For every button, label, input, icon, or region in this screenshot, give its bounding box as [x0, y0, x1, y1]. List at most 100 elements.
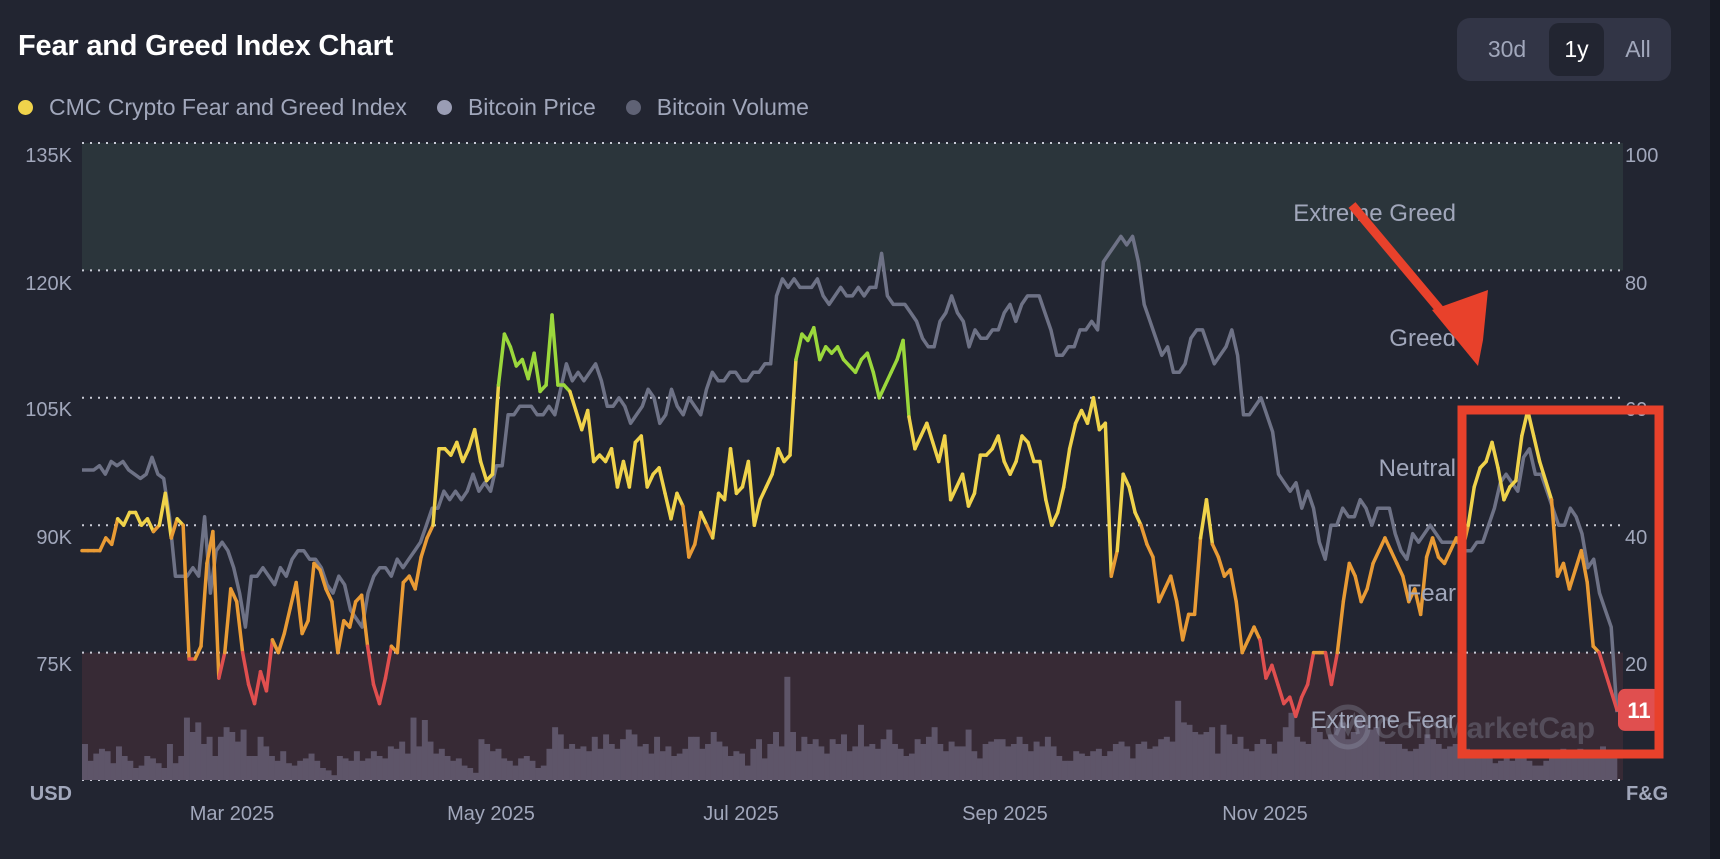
fear-greed-segment — [1192, 536, 1203, 617]
volume-bar — [1509, 760, 1516, 780]
range-1y-button[interactable]: 1y — [1549, 23, 1604, 76]
volume-bar — [1248, 751, 1255, 780]
fear-greed-segment — [1151, 555, 1161, 604]
volume-bar — [671, 756, 678, 780]
volume-bar — [1594, 751, 1601, 780]
volume-bar — [1503, 758, 1510, 780]
volume-bar — [161, 768, 168, 780]
volume-bar — [404, 753, 411, 780]
fear-greed-segment — [1014, 434, 1024, 464]
fear-greed-segment — [960, 472, 971, 508]
fear-greed-segment — [395, 580, 406, 655]
volume-bar — [1180, 722, 1187, 780]
volume-bar — [489, 751, 496, 780]
volume-bar — [1350, 732, 1357, 780]
volume-bar — [342, 758, 349, 780]
fear-greed-segment — [818, 345, 828, 362]
volume-bar — [722, 746, 729, 780]
volume-bar — [784, 676, 791, 780]
range-30d-button[interactable]: 30d — [1487, 36, 1527, 62]
volume-bar — [1379, 741, 1386, 780]
fear-greed-segment — [1377, 536, 1387, 553]
fear-greed-segment — [1145, 542, 1155, 559]
volume-bar — [427, 741, 434, 780]
fear-greed-segment — [1383, 536, 1393, 553]
volume-bar — [993, 739, 1000, 780]
fear-greed-segment — [1204, 497, 1215, 547]
legend-item-fear-greed[interactable]: CMC Crypto Fear and Greed Index — [18, 94, 407, 121]
volume-bar — [1543, 760, 1550, 780]
volume-bar — [495, 748, 502, 780]
fear-greed-segment — [681, 504, 691, 559]
fear-greed-segment — [1293, 695, 1304, 719]
fear-greed-segment — [574, 408, 584, 432]
x-axis: Mar 2025 May 2025 Jul 2025 Sep 2025 Nov … — [190, 803, 1308, 825]
x-tick: Mar 2025 — [190, 803, 275, 825]
volume-bar — [733, 751, 740, 780]
volume-bar — [1277, 741, 1284, 780]
volume-bar — [229, 732, 236, 780]
volume-bar — [280, 751, 287, 780]
fear-greed-segment — [1061, 447, 1072, 489]
volume-bar — [319, 768, 326, 780]
volume-bar — [931, 727, 938, 780]
fear-greed-segment — [1579, 548, 1590, 585]
volume-bar — [1435, 744, 1442, 780]
x-tick: Sep 2025 — [962, 803, 1048, 825]
fear-greed-segment — [377, 676, 388, 706]
volume-bar — [1605, 751, 1612, 780]
fear-greed-segment — [1115, 472, 1125, 553]
volume-bar — [1265, 744, 1272, 780]
fear-greed-segment — [508, 345, 519, 368]
volume-bar — [512, 765, 519, 780]
volume-bar — [580, 746, 587, 780]
volume-bar — [121, 756, 128, 780]
volume-bar — [1084, 756, 1091, 780]
legend-item-bitcoin-volume[interactable]: Bitcoin Volume — [625, 94, 809, 121]
fear-greed-segment — [812, 325, 822, 362]
volume-bar — [1039, 746, 1046, 780]
fear-greed-segment — [252, 669, 263, 706]
volume-bar — [138, 765, 145, 780]
volume-bar — [620, 739, 627, 780]
fear-greed-segment — [145, 517, 156, 534]
range-all-button[interactable]: All — [1625, 36, 1651, 62]
volume-bar — [1554, 751, 1561, 780]
volume-bar — [540, 765, 547, 780]
fear-greed-segment — [1335, 599, 1346, 655]
volume-bar — [1226, 734, 1233, 780]
volume-bar — [563, 748, 570, 780]
volume-bar — [1214, 753, 1221, 780]
fear-greed-segment — [199, 561, 209, 648]
fear-greed-segment — [169, 517, 179, 540]
volume-bar — [370, 751, 377, 780]
fear-greed-line — [80, 313, 1619, 719]
fear-greed-segment — [359, 593, 370, 648]
volume-bar — [472, 772, 479, 780]
volume-bar — [1192, 732, 1199, 780]
volume-bar — [625, 729, 632, 780]
volume-bar — [1203, 732, 1210, 780]
volume-bar — [82, 744, 88, 780]
chart-legend: CMC Crypto Fear and Greed Index Bitcoin … — [18, 92, 839, 122]
fear-greed-segment — [336, 619, 346, 655]
fear-greed-segment — [228, 587, 239, 604]
fear-greed-segment — [1002, 459, 1012, 476]
volume-bar — [1090, 751, 1097, 780]
fear-greed-segment — [1472, 466, 1482, 489]
legend-item-bitcoin-price[interactable]: Bitcoin Price — [436, 94, 596, 121]
fear-greed-segment — [544, 313, 554, 387]
volume-bar — [948, 741, 955, 780]
fear-greed-segment — [657, 466, 667, 496]
volume-bar — [1458, 748, 1465, 780]
volume-bar — [710, 732, 717, 780]
volume-bar — [829, 739, 836, 780]
volume-bar — [569, 744, 576, 780]
volume-bar — [1135, 744, 1142, 780]
volume-bar — [914, 739, 921, 780]
volume-bar — [455, 758, 462, 780]
fear-greed-segment — [1549, 497, 1560, 578]
volume-bar — [1260, 739, 1267, 780]
volume-bar — [348, 760, 355, 780]
